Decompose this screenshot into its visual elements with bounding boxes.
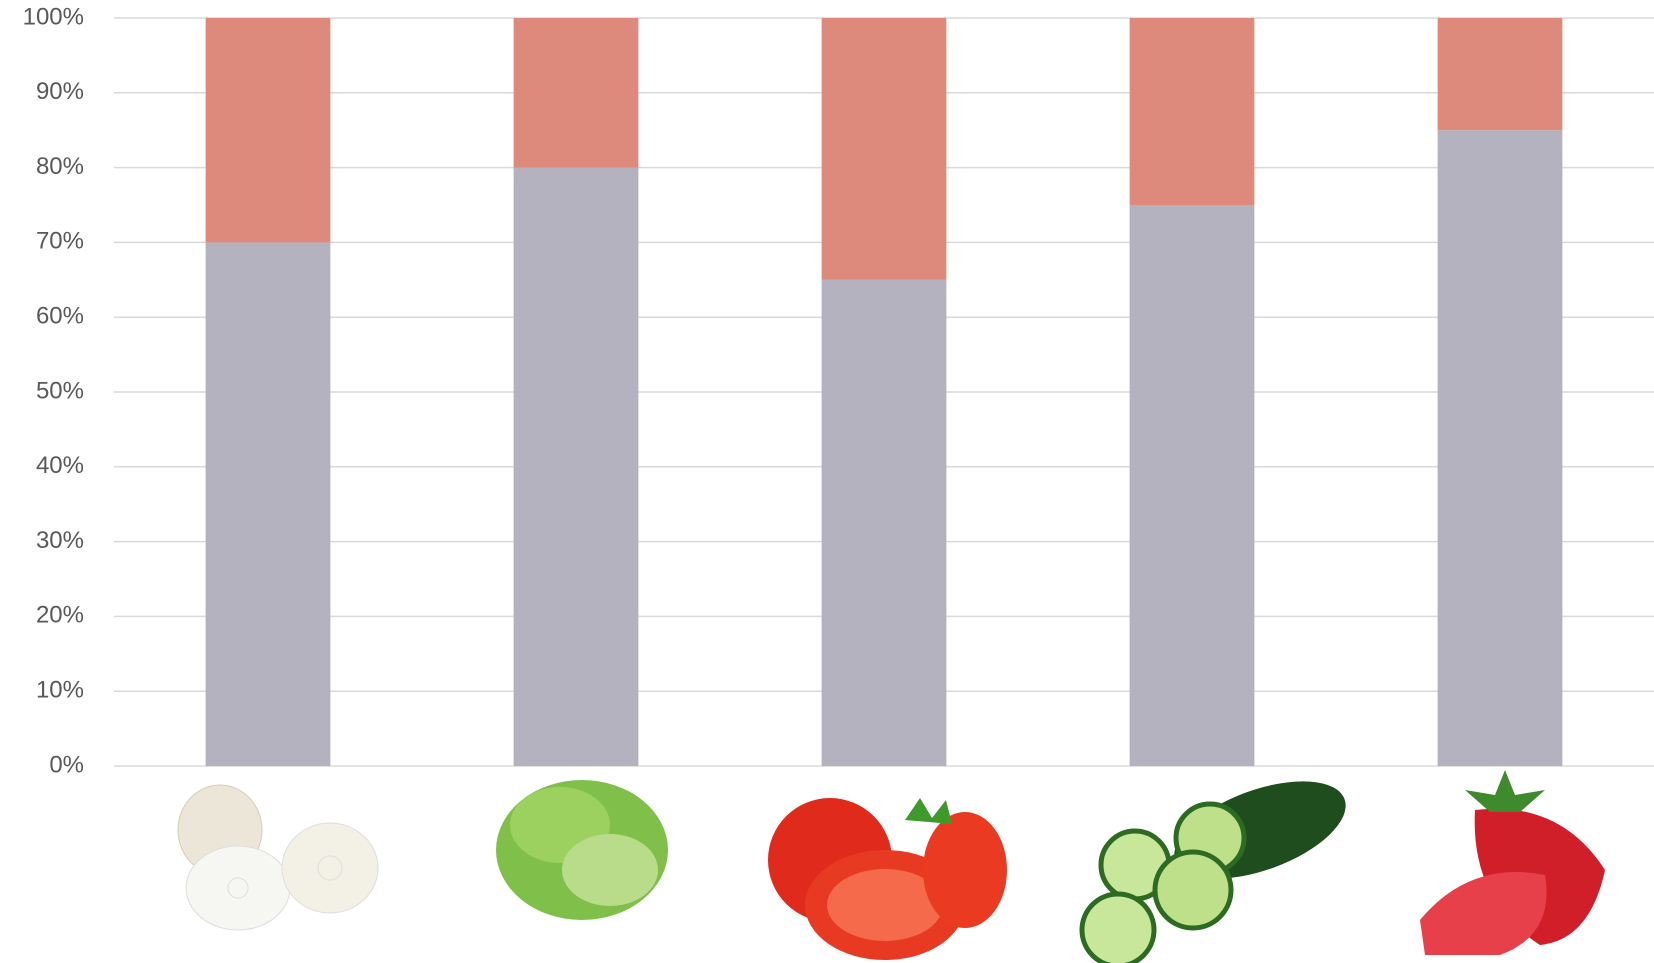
y-tick-label: 100% xyxy=(23,3,84,30)
lettuce-icon xyxy=(496,780,668,920)
bar-segment xyxy=(1129,205,1255,766)
bar-segment xyxy=(513,167,639,767)
onion-icon xyxy=(177,784,379,931)
bar-segment xyxy=(205,242,331,766)
bar-segment xyxy=(821,279,947,766)
bar-segment xyxy=(821,18,947,280)
y-tick-label: 30% xyxy=(36,527,84,554)
y-tick-label: 40% xyxy=(36,452,84,479)
y-tick-label: 20% xyxy=(36,602,84,629)
y-tick-label: 50% xyxy=(36,377,84,404)
strawberry-icon xyxy=(1420,770,1605,955)
bar-segment xyxy=(205,18,331,243)
bar-segment xyxy=(1437,18,1563,131)
y-tick-label: 80% xyxy=(36,153,84,180)
y-tick-label: 0% xyxy=(49,751,84,778)
y-tick-label: 70% xyxy=(36,228,84,255)
category-icons xyxy=(177,770,1605,963)
y-tick-label: 60% xyxy=(36,303,84,330)
y-tick-label: 90% xyxy=(36,78,84,105)
cucumber-icon xyxy=(1079,781,1346,963)
y-tick-label: 10% xyxy=(36,677,84,704)
bar-segment xyxy=(1129,18,1255,205)
bar-segment xyxy=(513,18,639,168)
bar-segment xyxy=(1437,130,1563,766)
tomato-icon xyxy=(768,798,1007,960)
